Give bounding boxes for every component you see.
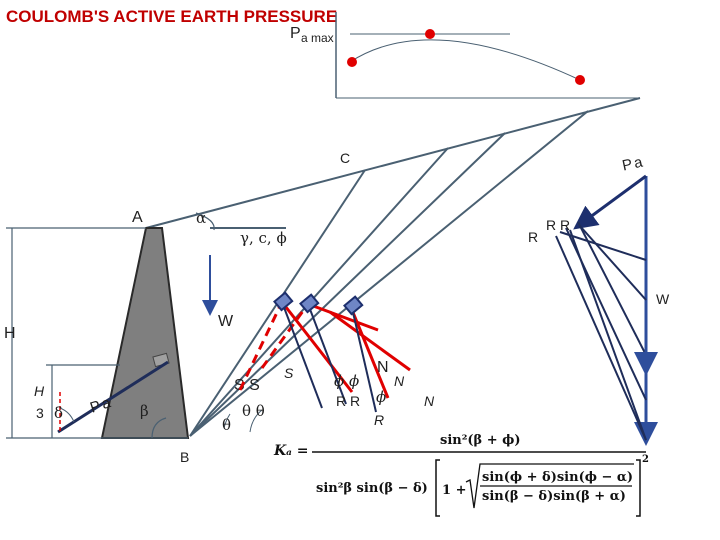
plot-label-sub: a max (301, 31, 334, 45)
force-R-5 (559, 231, 647, 261)
formula-den-prefix: sin²β sin(β − δ) (316, 481, 428, 496)
red-line-4 (329, 310, 411, 372)
navy-reaction-lines (281, 301, 377, 413)
label-pa-right: Pa (621, 153, 646, 174)
red-line-1 (280, 301, 354, 393)
label-S-single: S (284, 365, 294, 381)
beta-arc (151, 417, 167, 439)
red-dashed-1 (238, 301, 284, 391)
force-R-6 (569, 229, 647, 441)
formula-lhs: Kₐ = (273, 443, 309, 459)
red-line-3 (350, 309, 390, 399)
formula-exponent: 2 (642, 454, 649, 465)
label-phi-single: ϕ (376, 388, 386, 406)
red-line-2 (307, 302, 379, 332)
soil-properties: γ, c, ϕ (240, 229, 287, 247)
label-N-big: N (377, 359, 389, 376)
reaction-3 (351, 307, 377, 413)
pa-max-plot: P a max (290, 12, 640, 99)
label-W-right: W (656, 291, 670, 307)
ka-formula: Kₐ = sin²(β + ϕ) sin²β sin(β − δ) 1 + si… (273, 433, 649, 517)
plot-curve (349, 39, 581, 81)
theta-arc-1 (223, 413, 231, 429)
formula-numerator: sin²(β + ϕ) (440, 433, 521, 448)
force-polygon (555, 174, 658, 446)
label-H: H (4, 325, 16, 342)
label-RR-right: R R (546, 217, 570, 233)
force-R-1 (555, 235, 647, 441)
slip-blocks (273, 291, 364, 316)
height-dimension (6, 227, 188, 439)
plot-point-max (425, 29, 435, 39)
red-dashed-2 (260, 303, 310, 369)
label-h-small: H (34, 383, 45, 399)
formula-inner-num: sin(ϕ + δ)sin(ϕ − α) (482, 470, 633, 485)
label-beta: β (140, 402, 149, 420)
plot-point-left (347, 57, 357, 67)
pa-wall-arrow (57, 360, 169, 434)
label-pa-wall: Pa (88, 394, 115, 417)
label-delta: δ (54, 404, 63, 422)
force-R-3 (577, 221, 647, 356)
label-W: W (218, 313, 234, 330)
plot-point-right (575, 75, 585, 85)
formula-inner-den: sin(β − δ)sin(β + α) (482, 489, 626, 504)
theta-arc-2 (249, 409, 263, 433)
trial-plane-2 (189, 147, 449, 437)
delta-arc (59, 407, 75, 423)
point-A: A (132, 209, 143, 226)
red-force-lines (238, 301, 411, 399)
point-B: B (180, 449, 189, 465)
label-R-right: R (528, 229, 538, 245)
ground-surface (145, 97, 641, 229)
plot-label: P (290, 25, 301, 42)
force-pa-arrow (573, 174, 647, 230)
label-theta-2: θ θ (242, 402, 265, 420)
label-three: 3 (36, 405, 44, 421)
reaction-1 (281, 301, 323, 409)
alpha-arc (195, 212, 215, 231)
diagram-title: COULOMB'S ACTIVE EARTH PRESSURE (6, 7, 337, 26)
label-N-ital2: N (424, 393, 435, 409)
formula-bracket-right (636, 459, 641, 517)
formula-sqrt (465, 463, 634, 509)
label-R-pair: R R (336, 393, 360, 409)
formula-one-plus: 1 + (442, 483, 466, 498)
label-phi-pair: ϕ ϕ (334, 372, 359, 390)
label-S-pair: S S (234, 377, 260, 394)
label-N-ital: N (394, 373, 405, 389)
label-alpha: α (196, 209, 206, 227)
point-C: C (340, 150, 350, 166)
label-theta-1: θ (222, 416, 231, 434)
label-R-ital: R (374, 412, 384, 428)
wedge-lines (145, 97, 641, 437)
force-R-4 (579, 225, 647, 301)
formula-bracket-left (435, 459, 440, 517)
reaction-2 (307, 303, 347, 405)
trial-plane-4 (189, 110, 589, 437)
